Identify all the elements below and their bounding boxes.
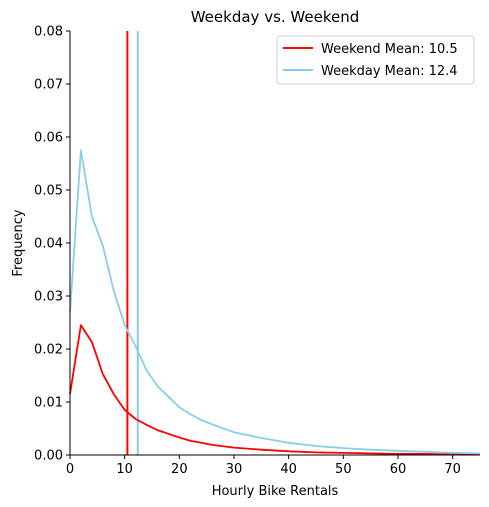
legend-label-weekday: Weekday Mean: 12.4: [321, 64, 458, 79]
y-tick-label: 0.04: [34, 237, 63, 252]
y-tick-label: 0.07: [34, 78, 63, 93]
y-tick-label: 0.01: [34, 396, 63, 411]
y-tick-label: 0.02: [34, 343, 63, 358]
y-tick-label: 0.06: [34, 131, 63, 146]
x-ticks: 0 10 20 30 40 50 60 70: [66, 455, 461, 477]
x-tick-label: 0: [66, 462, 74, 477]
y-tick-label: 0.08: [34, 25, 63, 40]
x-axis-label: Hourly Bike Rentals: [212, 484, 339, 499]
chart-title: Weekday vs. Weekend: [191, 8, 360, 26]
y-tick-label: 0.05: [34, 184, 63, 199]
x-tick-label: 10: [116, 462, 133, 477]
legend: Weekend Mean: 10.5 Weekday Mean: 12.4: [276, 35, 475, 85]
y-axis-label: Frequency: [11, 209, 26, 276]
plot-area: [69, 31, 481, 456]
legend-box: [276, 35, 475, 85]
x-tick-label: 20: [171, 462, 188, 477]
y-ticks: 0.00 0.01 0.02 0.03 0.04 0.05 0.06 0.07 0.08: [34, 25, 70, 464]
series-lines: [69, 149, 481, 456]
mean-lines: [126, 31, 139, 455]
x-tick-label: 30: [226, 462, 243, 477]
series-line-weekend: [69, 324, 480, 456]
x-tick-label: 70: [444, 462, 461, 477]
x-tick-label: 50: [335, 462, 352, 477]
x-tick-label: 60: [390, 462, 407, 477]
series-line-weekday: [69, 149, 481, 455]
x-tick-label: 40: [280, 462, 297, 477]
y-tick-label: 0.03: [34, 290, 63, 305]
legend-label-weekend: Weekend Mean: 10.5: [321, 42, 458, 57]
y-tick-label: 0.00: [34, 449, 63, 464]
